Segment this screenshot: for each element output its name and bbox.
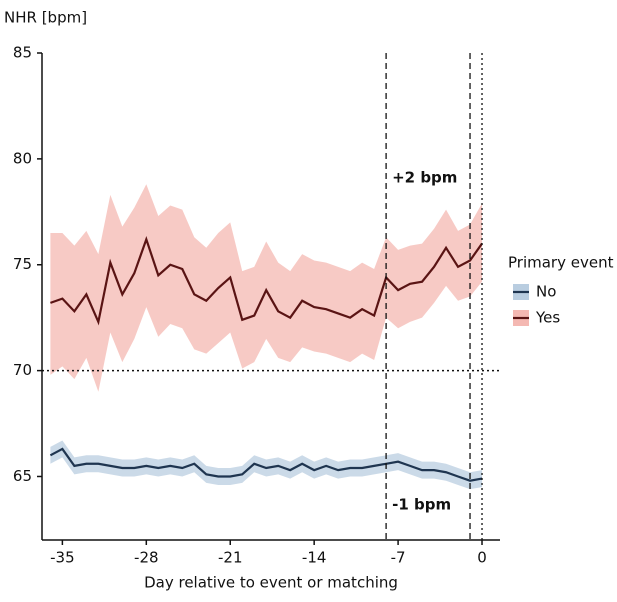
x-tick-label: -7 — [391, 549, 406, 567]
annotation: +2 bpm — [392, 169, 457, 187]
legend-title: Primary event — [508, 254, 614, 272]
x-tick-label: -21 — [218, 549, 243, 567]
y-tick-label: 65 — [13, 467, 32, 485]
y-tick-label: 80 — [13, 149, 32, 167]
x-axis-label: Day relative to event or matching — [144, 574, 398, 592]
ci-band — [50, 440, 483, 490]
annotation: -1 bpm — [392, 496, 451, 514]
x-tick-label: -28 — [134, 549, 159, 567]
x-tick-label: -35 — [50, 549, 75, 567]
x-tick-label: 0 — [477, 549, 487, 567]
series-line — [49, 447, 483, 482]
y-axis-label: NHR [bpm] — [4, 9, 87, 27]
legend-label: Yes — [535, 309, 560, 327]
legend-label: No — [536, 283, 556, 301]
y-tick-label: 70 — [13, 361, 32, 379]
series-line — [50, 235, 483, 326]
y-tick-label: 85 — [13, 44, 32, 62]
y-tick-label: 75 — [13, 255, 32, 273]
x-tick-label: -14 — [302, 549, 327, 567]
